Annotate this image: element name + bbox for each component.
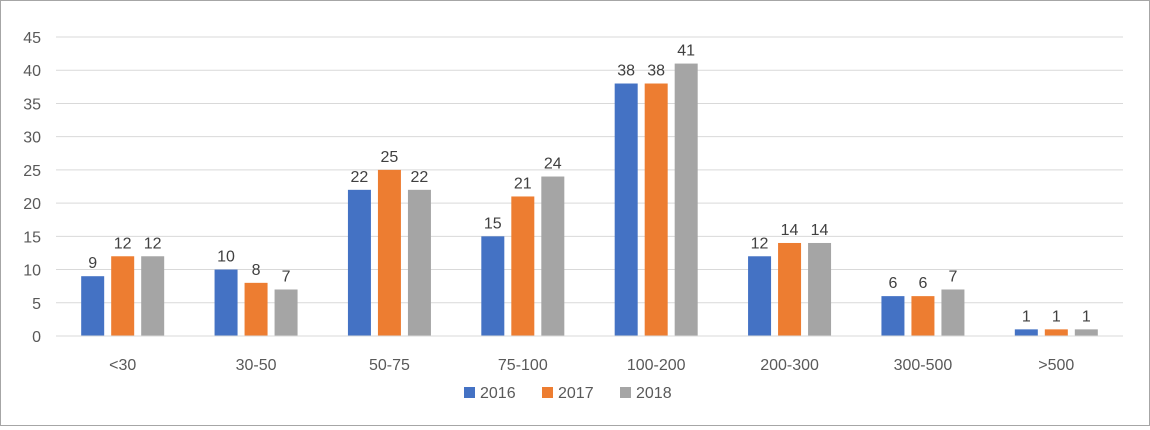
y-tick-label: 0 (32, 329, 41, 346)
data-label: 38 (617, 63, 635, 80)
data-label: 1 (1022, 308, 1031, 325)
bars (81, 63, 1098, 336)
gridlines (56, 36, 1123, 304)
bar-2017-1 (244, 282, 268, 336)
bar-2016-1 (214, 269, 238, 336)
y-tick-label: 25 (23, 163, 41, 180)
data-label: 38 (647, 63, 665, 80)
data-label: 12 (144, 235, 162, 252)
y-tick-label: 30 (23, 130, 41, 147)
x-tick-label: >500 (1038, 357, 1074, 374)
legend-swatch-2017 (542, 387, 553, 398)
x-tick-label: 30-50 (236, 357, 277, 374)
data-label: 1 (1052, 308, 1061, 325)
data-label: 22 (411, 169, 429, 186)
x-tick-label: 300-500 (894, 357, 953, 374)
x-tick-label: 50-75 (369, 357, 410, 374)
data-label: 41 (677, 43, 695, 60)
data-label: 15 (484, 215, 502, 232)
y-tick-label: 15 (23, 229, 41, 246)
data-label: 10 (217, 249, 235, 266)
data-label: 7 (282, 268, 291, 285)
data-label: 12 (114, 235, 132, 252)
bar-2016-3 (481, 236, 505, 336)
data-labels: 9 12 12 10 8 7 22 25 22 15 21 24 38 38 41 12 14 14 6 6 7 1 1 1 (88, 43, 1091, 326)
bar-2017-6 (911, 296, 935, 336)
bar-2018-6 (941, 289, 965, 336)
x-tick-label: 75-100 (498, 357, 548, 374)
legend-label: 2018 (636, 385, 672, 402)
legend-swatch-2016 (464, 387, 475, 398)
y-tick-label: 5 (32, 296, 41, 313)
data-label: 8 (252, 262, 261, 279)
data-label: 7 (948, 268, 957, 285)
data-label: 25 (381, 149, 399, 166)
data-label: 12 (751, 235, 769, 252)
y-tick-label: 10 (23, 263, 41, 280)
bar-2017-0 (111, 256, 135, 336)
bar-2018-2 (407, 189, 431, 336)
bar-2016-6 (881, 296, 905, 336)
bar-2018-3 (541, 176, 565, 336)
bar-2018-5 (808, 242, 832, 336)
bar-2016-0 (81, 276, 105, 336)
legend: 2016 2017 2018 (464, 385, 672, 402)
data-label: 1 (1082, 308, 1091, 325)
y-tick-label: 35 (23, 96, 41, 113)
y-axis-tick-labels: 0 5 10 15 20 25 30 35 40 45 (23, 30, 41, 346)
bar-2018-7 (1074, 329, 1098, 336)
data-label: 14 (811, 222, 829, 239)
bar-2018-1 (274, 289, 298, 336)
bar-2017-4 (644, 83, 668, 336)
legend-label: 2016 (480, 385, 516, 402)
bar-2016-4 (614, 83, 638, 336)
y-tick-label: 45 (23, 30, 41, 47)
bar-2018-4 (674, 63, 698, 336)
bar-2017-2 (377, 169, 401, 336)
legend-label: 2017 (558, 385, 594, 402)
bar-2016-2 (347, 189, 371, 336)
bar-2016-7 (1014, 329, 1038, 336)
x-tick-label: 100-200 (627, 357, 686, 374)
data-label: 6 (888, 275, 897, 292)
legend-swatch-2018 (620, 387, 631, 398)
x-axis-tick-labels: <30 30-50 50-75 75-100 100-200 200-300 300-500… (109, 357, 1074, 374)
bar-2017-5 (778, 242, 802, 336)
y-tick-label: 40 (23, 63, 41, 80)
x-tick-label: <30 (109, 357, 136, 374)
data-label: 24 (544, 156, 562, 173)
bar-2017-3 (511, 196, 535, 336)
bar-2016-5 (748, 256, 772, 336)
data-label: 6 (918, 275, 927, 292)
data-label: 9 (88, 255, 97, 272)
bar-2017-7 (1044, 329, 1068, 336)
x-tick-label: 200-300 (760, 357, 819, 374)
data-label: 22 (351, 169, 369, 186)
bar-2018-0 (141, 256, 165, 336)
data-label: 21 (514, 175, 532, 192)
y-tick-label: 20 (23, 196, 41, 213)
data-label: 14 (781, 222, 799, 239)
